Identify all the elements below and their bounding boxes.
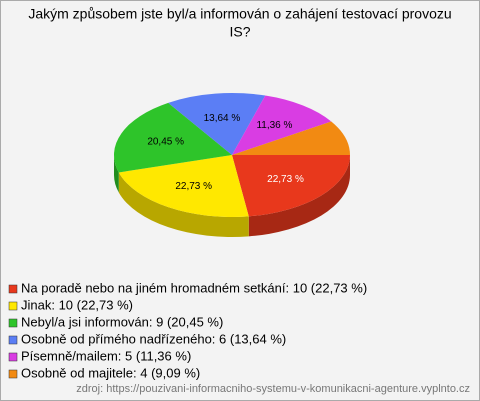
legend-swatch (8, 335, 18, 345)
slice (232, 121, 350, 155)
legend-label: Na poradě nebo na jiném hromadném setkán… (21, 280, 367, 295)
slice (113, 102, 232, 173)
chart-title: Jakým způsobem jste byl/a informován o z… (28, 6, 451, 22)
legend-swatch (8, 369, 18, 379)
slice-label: 22,73 % (267, 174, 304, 185)
slice-side (248, 155, 350, 237)
legend-swatch (8, 301, 18, 311)
slice-label: 11,36 % (256, 120, 292, 131)
slice-label: 20,45 % (147, 137, 184, 148)
legend-swatch (8, 284, 18, 294)
slice-label: 13,64 % (204, 113, 241, 124)
chart-title: IS? (229, 24, 250, 40)
legend-label: Osobně od přímého nadřízeného: 6 (13,64 … (21, 331, 286, 346)
slice-side (114, 155, 119, 193)
legend-label: Nebyl/a jsi informován: 9 (20,45 %) (21, 314, 223, 329)
legend-swatch (8, 352, 18, 362)
source: zdroj: https://pouzivani-informacniho-sy… (76, 383, 470, 395)
legend-label: Osobně od majitele: 4 (9,09 %) (21, 365, 200, 380)
slice (118, 155, 249, 217)
slice (232, 95, 332, 155)
legend-swatch (8, 318, 18, 328)
slice (232, 155, 350, 217)
legend-label: Jinak: 10 (22,73 %) (21, 297, 133, 312)
slice-label: 22,73 % (175, 181, 212, 192)
slice (168, 93, 266, 155)
slice-side (118, 172, 249, 237)
legend-label: Písemně/mailem: 5 (11,36 %) (21, 348, 191, 363)
